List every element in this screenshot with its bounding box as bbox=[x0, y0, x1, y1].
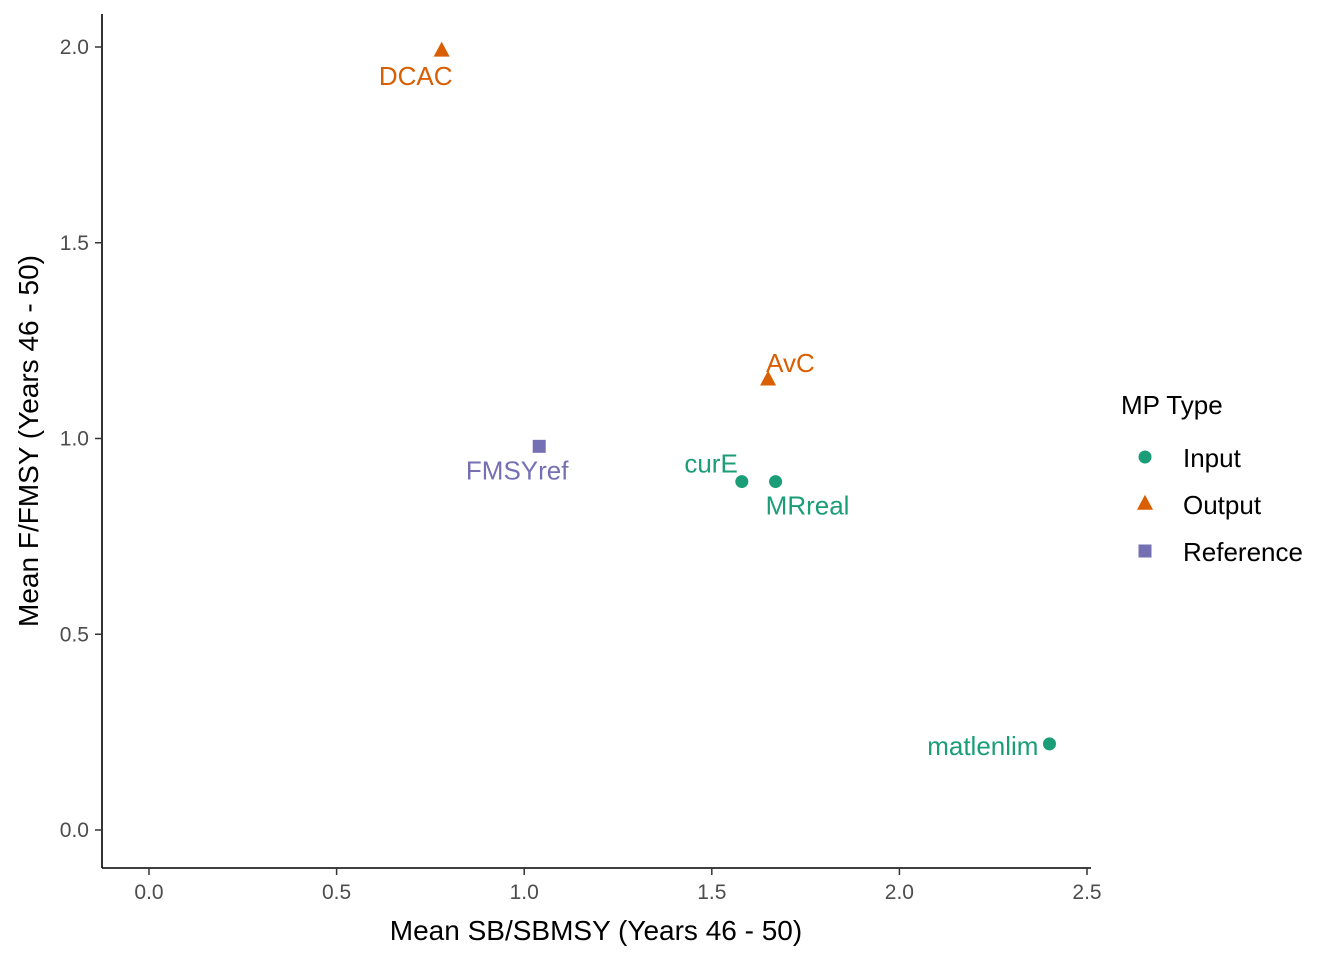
point-label-dcac: DCAC bbox=[379, 61, 453, 91]
legend-key-input bbox=[1138, 450, 1152, 464]
x-tick-label: 0.0 bbox=[134, 881, 163, 904]
point-label-cure: curE bbox=[684, 449, 737, 479]
legend-label-input: Input bbox=[1183, 443, 1242, 473]
x-tick-label: 0.5 bbox=[322, 881, 351, 904]
axes-group bbox=[101, 14, 1091, 869]
data-point-avc bbox=[760, 370, 777, 386]
y-tick-label: 1.0 bbox=[60, 428, 89, 451]
points-group bbox=[433, 41, 1056, 751]
data-point-fmsyref bbox=[532, 439, 546, 453]
point-label-avc: AvC bbox=[766, 348, 815, 378]
point-label-fmsyref: FMSYref bbox=[466, 455, 569, 485]
legend-label-reference: Reference bbox=[1183, 537, 1303, 567]
data-point-dcac bbox=[433, 41, 450, 57]
data-point-cure bbox=[735, 475, 749, 489]
legend-key-output bbox=[1137, 494, 1153, 510]
x-tick-label: 1.0 bbox=[510, 881, 539, 904]
legend: MP Type Input Output Reference bbox=[1121, 390, 1303, 567]
x-tick-label: 1.5 bbox=[697, 881, 726, 904]
y-tick-label: 0.5 bbox=[60, 623, 89, 646]
y-axis-title: Mean F/FMSY (Years 46 - 50) bbox=[13, 255, 44, 627]
legend-title: MP Type bbox=[1121, 390, 1223, 420]
y-tick-label: 1.5 bbox=[60, 232, 89, 255]
point-label-mrreal: MRreal bbox=[766, 491, 850, 521]
data-point-mrreal bbox=[769, 475, 783, 489]
legend-items: Input Output Reference bbox=[1137, 443, 1303, 567]
x-tick-label: 2.0 bbox=[885, 881, 914, 904]
x-tick-label: 2.5 bbox=[1072, 881, 1101, 904]
y-ticks-group: 0.0 0.5 1.0 1.5 2.0 bbox=[60, 36, 102, 842]
y-tick-label: 2.0 bbox=[60, 36, 89, 59]
legend-label-output: Output bbox=[1183, 490, 1262, 520]
y-tick-label: 0.0 bbox=[60, 819, 89, 842]
data-point-matlenlim bbox=[1042, 737, 1056, 751]
x-axis-title: Mean SB/SBMSY (Years 46 - 50) bbox=[390, 915, 802, 946]
point-labels-group: DCAC AvC FMSYref curE MRreal matlenlim bbox=[379, 61, 1039, 761]
x-ticks-group: 0.0 0.5 1.0 1.5 2.0 2.5 bbox=[134, 868, 1102, 904]
legend-key-reference bbox=[1138, 544, 1152, 558]
point-label-matlenlim: matlenlim bbox=[927, 731, 1038, 761]
